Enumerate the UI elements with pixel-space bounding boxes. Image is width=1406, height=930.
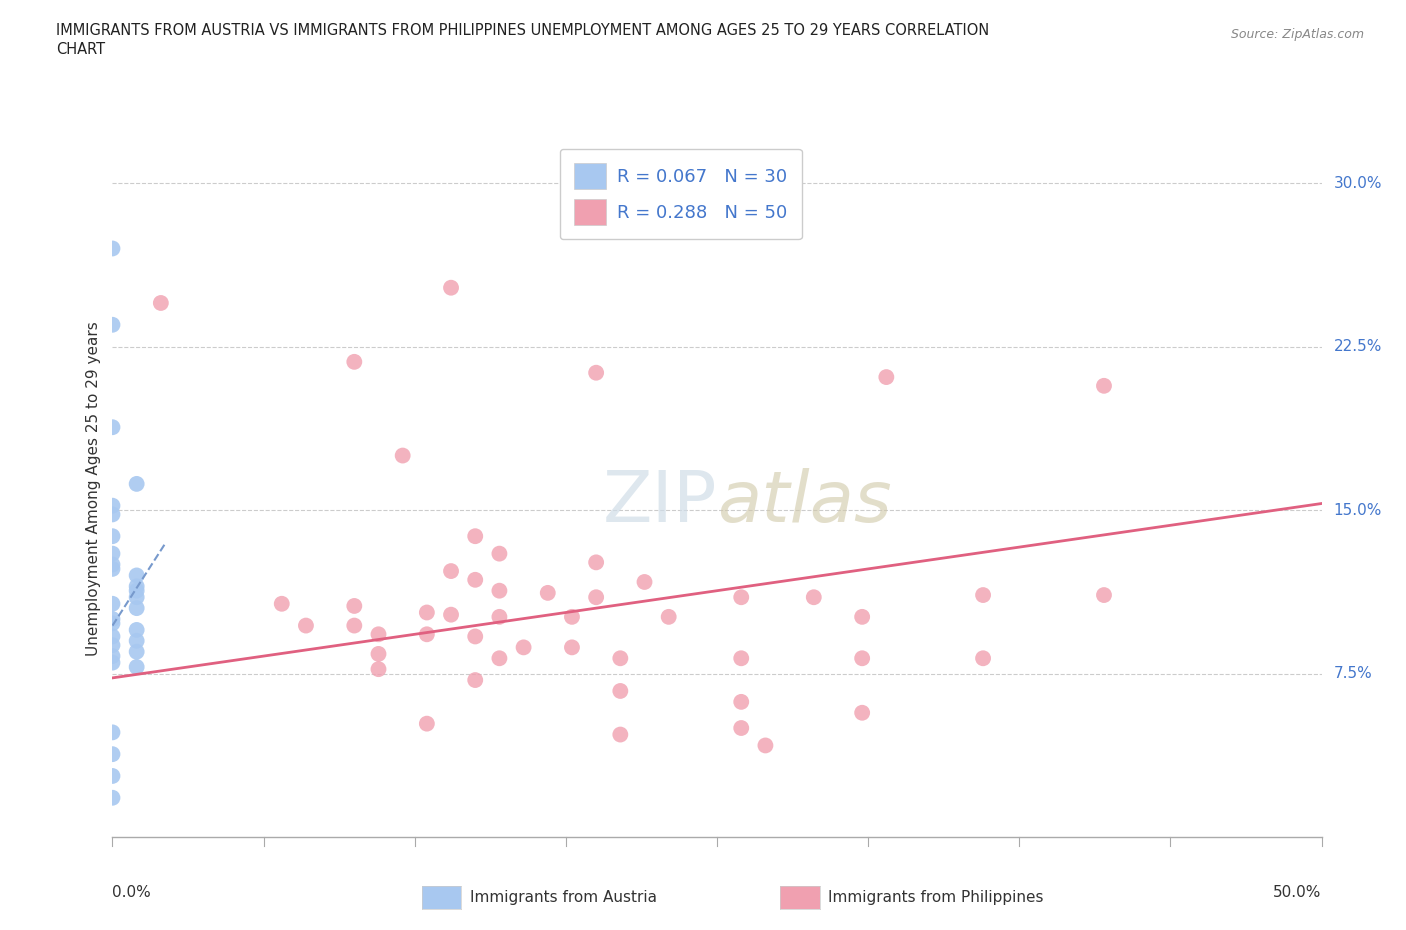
Point xyxy=(972,588,994,603)
Point xyxy=(125,590,148,604)
Y-axis label: Unemployment Among Ages 25 to 29 years: Unemployment Among Ages 25 to 29 years xyxy=(86,321,101,656)
Text: 30.0%: 30.0% xyxy=(1334,176,1382,191)
Point xyxy=(125,644,148,659)
Point xyxy=(1092,588,1115,603)
Point xyxy=(730,590,752,604)
Point xyxy=(440,607,463,622)
Point xyxy=(609,684,631,698)
Point xyxy=(488,651,510,666)
Point xyxy=(416,605,439,620)
Point xyxy=(803,590,825,604)
Point xyxy=(101,768,124,783)
Point xyxy=(391,448,413,463)
Point xyxy=(125,578,148,593)
Point xyxy=(488,609,510,624)
Point xyxy=(101,638,124,653)
Point xyxy=(101,648,124,663)
Point xyxy=(101,629,124,644)
Point xyxy=(101,546,124,561)
Point xyxy=(464,572,486,587)
Point xyxy=(851,705,873,720)
Text: Source: ZipAtlas.com: Source: ZipAtlas.com xyxy=(1230,28,1364,41)
Text: Immigrants from Philippines: Immigrants from Philippines xyxy=(828,890,1043,905)
Point xyxy=(101,655,124,670)
Text: Immigrants from Austria: Immigrants from Austria xyxy=(470,890,657,905)
Point xyxy=(367,646,389,661)
Text: atlas: atlas xyxy=(717,468,891,537)
Point xyxy=(851,651,873,666)
Point xyxy=(464,629,486,644)
Point xyxy=(343,618,366,633)
Point xyxy=(101,747,124,762)
Text: 50.0%: 50.0% xyxy=(1274,885,1322,900)
Point xyxy=(851,609,873,624)
Point xyxy=(488,546,510,561)
Point xyxy=(343,354,366,369)
Point xyxy=(101,596,124,611)
Point xyxy=(149,296,172,311)
Point xyxy=(416,716,439,731)
Point xyxy=(125,476,148,491)
Point xyxy=(125,659,148,674)
Point xyxy=(730,721,752,736)
Point xyxy=(101,498,124,513)
Point xyxy=(101,419,124,434)
Point xyxy=(488,583,510,598)
Point xyxy=(972,651,994,666)
Point xyxy=(101,562,124,577)
Point xyxy=(440,280,463,295)
Point xyxy=(101,317,124,332)
Point xyxy=(125,601,148,616)
Text: 7.5%: 7.5% xyxy=(1334,666,1372,681)
Point xyxy=(101,790,124,805)
Point xyxy=(101,241,124,256)
Point xyxy=(101,616,124,631)
Text: 15.0%: 15.0% xyxy=(1334,502,1382,518)
Point xyxy=(125,583,148,598)
Point xyxy=(585,555,607,570)
Point xyxy=(585,365,607,380)
Point xyxy=(416,627,439,642)
Text: ZIP: ZIP xyxy=(603,468,717,537)
Point xyxy=(101,557,124,572)
Point xyxy=(633,575,655,590)
Point xyxy=(561,640,583,655)
Point xyxy=(609,651,631,666)
Point xyxy=(754,738,776,753)
Text: IMMIGRANTS FROM AUSTRIA VS IMMIGRANTS FROM PHILIPPINES UNEMPLOYMENT AMONG AGES 2: IMMIGRANTS FROM AUSTRIA VS IMMIGRANTS FR… xyxy=(56,23,990,38)
Point xyxy=(125,633,148,648)
Point xyxy=(464,672,486,687)
Point xyxy=(609,727,631,742)
Point xyxy=(1092,379,1115,393)
Point xyxy=(512,640,534,655)
Point xyxy=(367,627,389,642)
Point xyxy=(464,529,486,544)
Point xyxy=(875,369,897,384)
Point xyxy=(561,609,583,624)
Point xyxy=(658,609,681,624)
Point xyxy=(367,662,389,677)
Legend: R = 0.067   N = 30, R = 0.288   N = 50: R = 0.067 N = 30, R = 0.288 N = 50 xyxy=(560,149,801,239)
Point xyxy=(270,596,292,611)
Point xyxy=(101,529,124,544)
Point xyxy=(101,507,124,522)
Text: 22.5%: 22.5% xyxy=(1334,339,1382,354)
Point xyxy=(125,568,148,583)
Point xyxy=(101,612,124,627)
Point xyxy=(440,564,463,578)
Text: CHART: CHART xyxy=(56,42,105,57)
Point xyxy=(585,590,607,604)
Point xyxy=(343,599,366,614)
Point xyxy=(101,725,124,740)
Point xyxy=(125,622,148,637)
Text: 0.0%: 0.0% xyxy=(112,885,152,900)
Point xyxy=(730,695,752,710)
Point xyxy=(730,651,752,666)
Point xyxy=(537,586,560,601)
Point xyxy=(295,618,318,633)
